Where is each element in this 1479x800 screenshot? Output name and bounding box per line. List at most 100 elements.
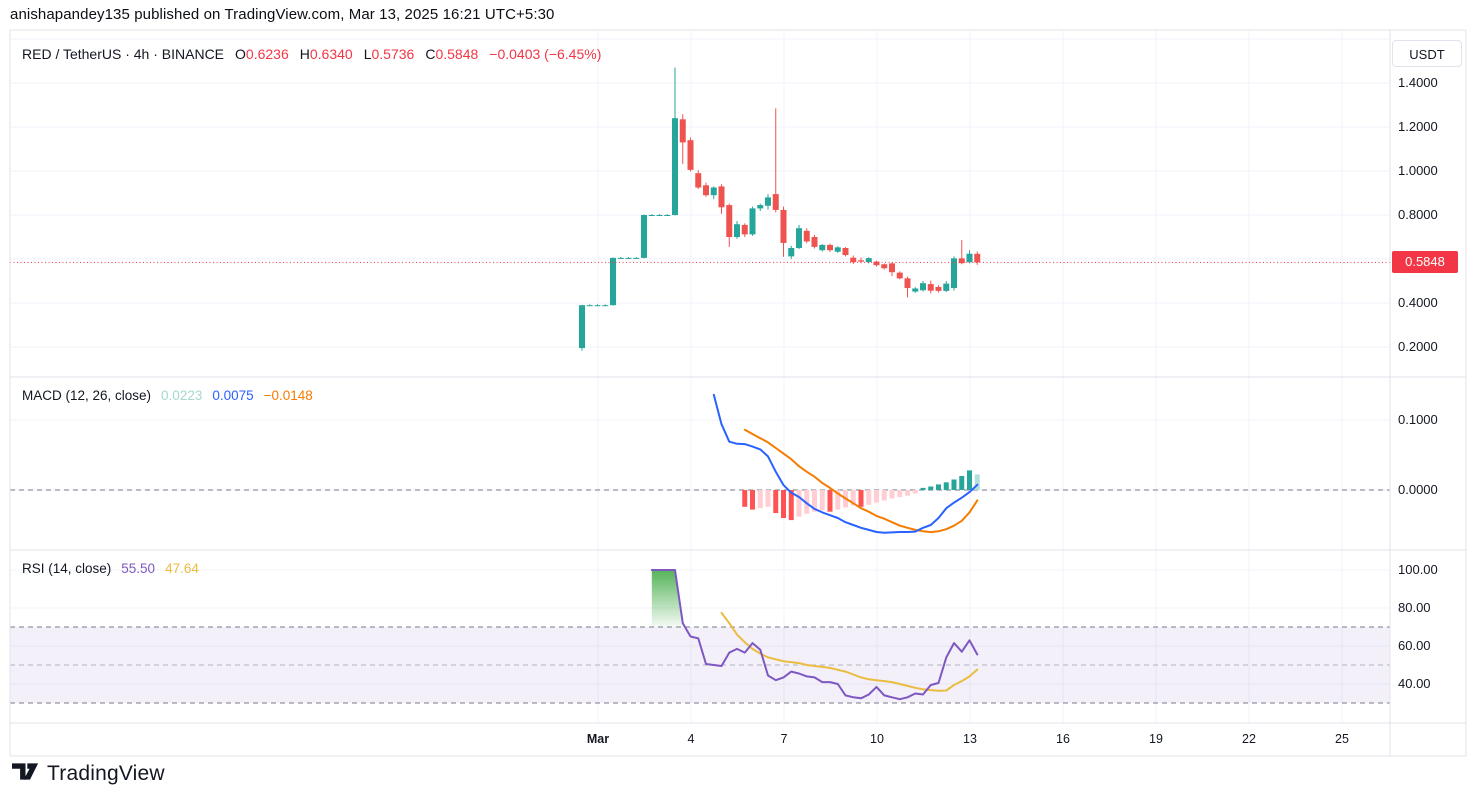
macd-hist-bar <box>773 490 779 514</box>
macd-title: MACD (12, 26, close) <box>22 388 152 403</box>
macd-hist-bar <box>827 490 833 512</box>
candle-body <box>889 263 895 273</box>
candle-body <box>788 248 795 257</box>
candle-body <box>896 272 903 279</box>
macd-hist-bar <box>874 490 879 503</box>
last-price-badge: 0.5848 <box>1392 251 1458 274</box>
macd-hist-bar <box>936 484 941 490</box>
candle-body <box>617 257 624 259</box>
macd-hist-bar <box>788 490 794 521</box>
rsi-ma-line <box>720 611 979 692</box>
macd-hist-bar <box>881 490 887 501</box>
rsi-line <box>650 569 979 701</box>
tradingview-logo[interactable]: TradingView <box>12 762 165 786</box>
candle-body <box>641 215 647 258</box>
candle-body <box>850 257 857 263</box>
macd-hist-bar <box>796 490 802 517</box>
candle-body <box>951 258 957 289</box>
candle-body <box>749 208 756 235</box>
candle-body <box>687 140 694 170</box>
candle-body <box>796 228 802 248</box>
candle-body <box>757 205 764 209</box>
tradingview-logo-icon <box>12 762 39 786</box>
candle-body <box>904 278 911 289</box>
macd-hist-bar <box>858 490 864 507</box>
candle-body <box>974 253 981 263</box>
macd-hist-bar <box>951 479 957 490</box>
macd-hist-bar <box>765 490 771 507</box>
symbol-title: RED / TetherUS · 4h · BINANCE <box>22 46 225 62</box>
candle-body <box>633 257 640 259</box>
macd-hist-bar <box>897 490 903 497</box>
candle-body <box>765 197 771 206</box>
ohlc-value: 0.5848 <box>435 46 479 62</box>
candle-body <box>710 187 717 196</box>
macd-hist-bar <box>905 490 910 496</box>
candle-body <box>819 244 826 251</box>
candle-body <box>625 257 632 259</box>
macd-hist-bar <box>781 490 786 518</box>
macd-hist-bar <box>850 490 856 506</box>
candle-body <box>579 305 585 349</box>
ohlc-letter: C <box>425 46 436 62</box>
candle-body <box>873 261 880 266</box>
macd-legend-value: 0.0223 <box>161 388 203 403</box>
candle-body <box>912 288 919 292</box>
candle-body <box>594 305 601 307</box>
macd-legend-value: 0.0075 <box>212 388 254 403</box>
rsi-legend-value: 55.50 <box>121 561 156 576</box>
macd-hist-bar <box>959 476 965 490</box>
candle-body <box>648 215 655 216</box>
macd-line <box>712 393 979 534</box>
candle-body <box>726 205 733 237</box>
macd-hist-bar <box>750 490 755 510</box>
change-value: −0.0403 (−6.45%) <box>489 46 602 62</box>
candle-body <box>920 283 926 291</box>
candle-body <box>881 264 888 269</box>
candle-body <box>672 118 678 215</box>
macd-hist-bar <box>812 490 817 512</box>
currency-axis-button[interactable]: USDT <box>1392 40 1462 67</box>
macd-hist-bar <box>866 490 872 505</box>
candle-body <box>772 194 779 210</box>
candle-body <box>935 286 942 291</box>
macd-hist-bar <box>819 490 825 511</box>
attribution-header: anishapandey135 published on TradingView… <box>10 6 555 23</box>
candle-body <box>803 230 810 242</box>
candle-body <box>958 258 965 264</box>
macd-hist-bar <box>928 486 934 490</box>
symbol-legend: RED / TetherUS · 4h · BINANCE O0.6236 H0.6… <box>22 46 601 62</box>
macd-hist-bar <box>967 470 972 490</box>
candle-body <box>679 119 686 143</box>
macd-hist-bar <box>974 474 980 490</box>
ohlc-letter: O <box>235 46 246 62</box>
candle-body <box>834 247 841 252</box>
candle-body <box>943 283 950 291</box>
candle-body <box>927 284 934 291</box>
candle-body <box>858 260 864 262</box>
candle-body <box>780 209 787 243</box>
candle-body <box>602 305 609 307</box>
macd-hist-bar <box>757 490 763 509</box>
macd-legend: MACD (12, 26, close) 0.0223 0.0075 −0.0148 <box>22 388 313 403</box>
candle-body <box>718 186 725 208</box>
macd-hist-bar <box>742 490 748 507</box>
candle-body <box>811 237 818 247</box>
ohlc-value: 0.5736 <box>371 46 415 62</box>
rsi-legend: RSI (14, close) 55.50 47.64 <box>22 561 199 576</box>
macd-hist-bar <box>889 490 895 499</box>
ohlc-letter: L <box>363 46 372 62</box>
ohlc-letter: H <box>299 46 310 62</box>
candle-body <box>827 244 833 251</box>
candle-body <box>656 215 663 216</box>
ohlc-value: 0.6340 <box>309 46 353 62</box>
candle-body <box>734 224 740 237</box>
ohlc-value: 0.6236 <box>245 46 289 62</box>
macd-legend-value: −0.0148 <box>263 388 313 403</box>
candle-body <box>664 215 671 216</box>
candle-body <box>865 258 872 263</box>
candle-body <box>966 253 973 263</box>
macd-hist-bar <box>835 490 841 510</box>
macd-hist-bar <box>804 490 810 514</box>
